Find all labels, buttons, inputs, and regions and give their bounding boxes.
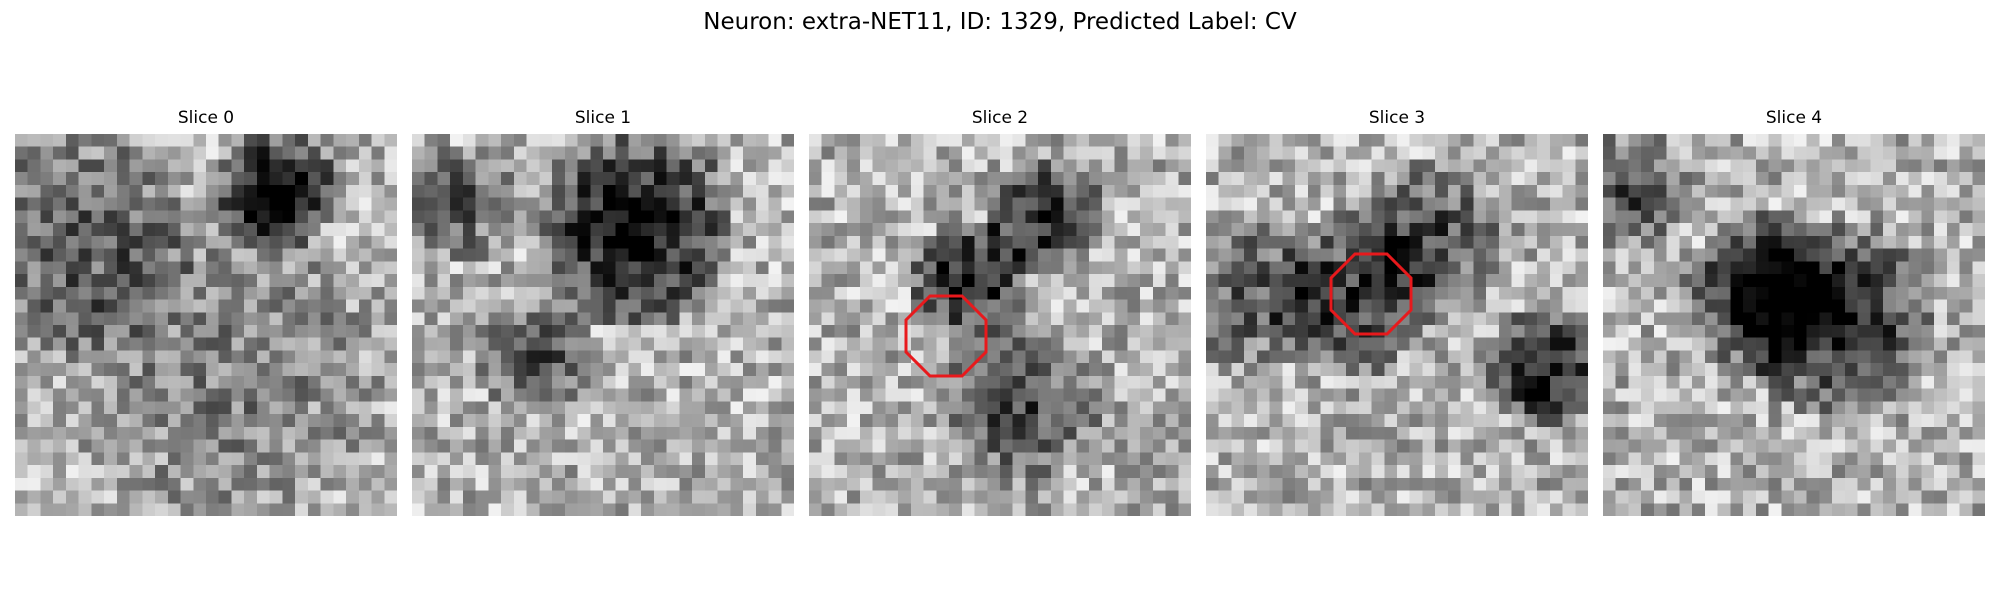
slice-image: [15, 134, 397, 516]
slice-title: Slice 4: [1765, 108, 1823, 128]
noise-image: [412, 134, 794, 516]
slice-title: Slice 1: [574, 108, 632, 128]
noise-image: [1603, 134, 1985, 516]
slice-image: [412, 134, 794, 516]
roi-outline: [904, 294, 988, 378]
slice-image: [1603, 134, 1985, 516]
slice-panel-4: Slice 4: [1603, 106, 1985, 516]
octagon-marker: [904, 294, 988, 378]
slice-title: Slice 3: [1368, 108, 1426, 128]
slice-image: [809, 134, 1191, 516]
noise-image: [809, 134, 1191, 516]
slice-image: [1206, 134, 1588, 516]
figure-title: Neuron: extra-NET11, ID: 1329, Predicted…: [703, 9, 1297, 35]
octagon-marker: [1329, 252, 1413, 336]
slice-panel-0: Slice 0: [15, 106, 397, 516]
slice-title: Slice 2: [971, 108, 1029, 128]
slice-panel-1: Slice 1: [412, 106, 794, 516]
roi-outline: [1329, 252, 1413, 336]
noise-image: [15, 134, 397, 516]
slice-title: Slice 0: [177, 108, 235, 128]
slice-panel-3: Slice 3: [1206, 106, 1588, 516]
slice-panel-2: Slice 2: [809, 106, 1191, 516]
